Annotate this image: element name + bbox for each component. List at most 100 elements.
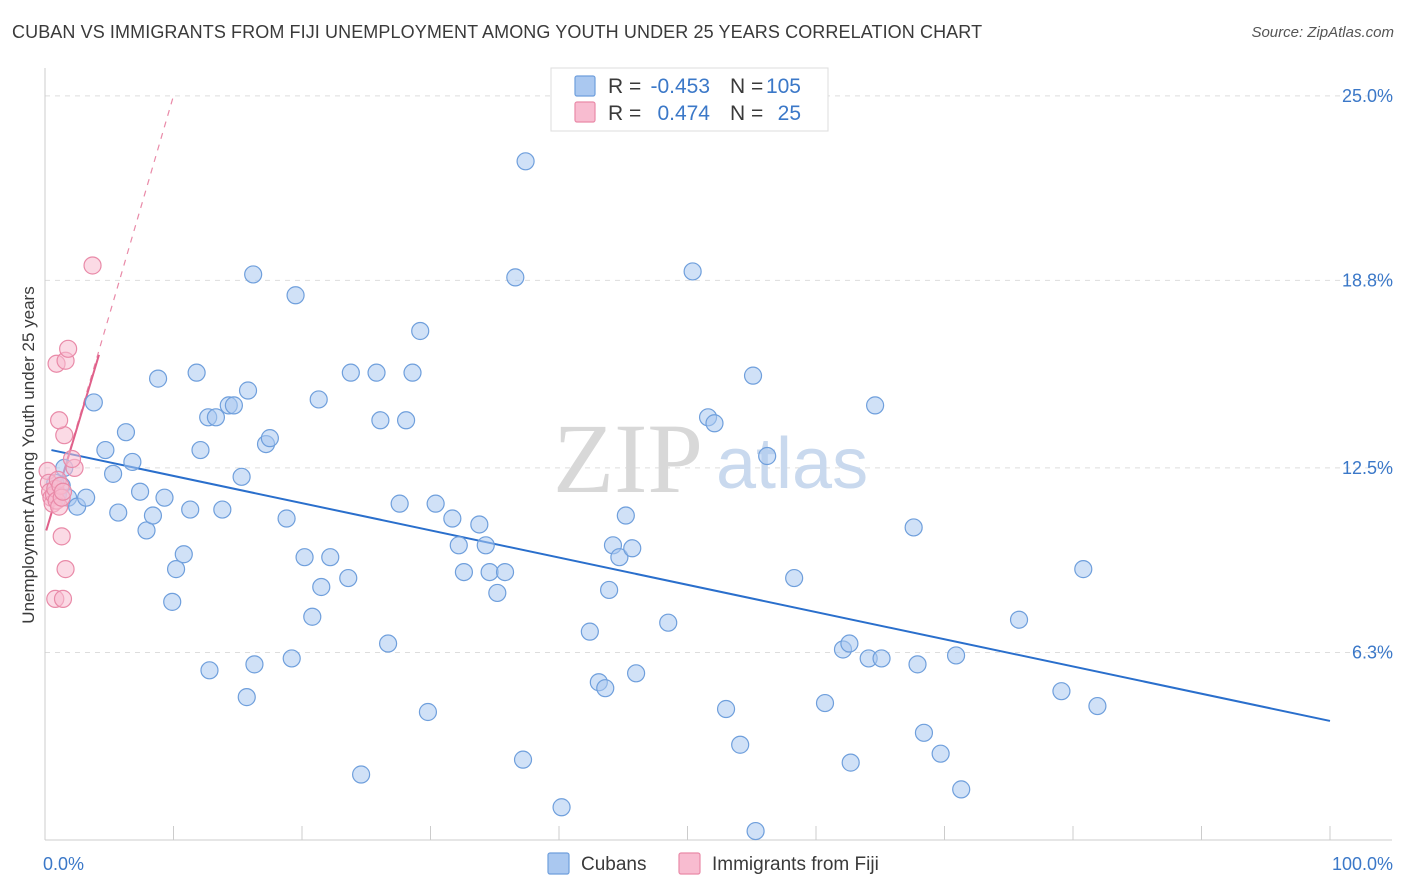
point-cubans-97 <box>946 646 966 665</box>
point-cubans-77 <box>659 613 678 632</box>
watermark-atlas: atlas <box>716 424 868 504</box>
point-cubans-33 <box>237 688 256 707</box>
point-cubans-13 <box>130 482 150 501</box>
point-cubans-44 <box>339 568 358 588</box>
legend-n-value-2: 25 <box>778 102 801 125</box>
point-cubans-31 <box>244 265 263 284</box>
point-cubans-11 <box>116 423 136 442</box>
point-cubans-7 <box>84 393 103 412</box>
legend-n-label-1: N = <box>730 75 763 98</box>
point-cubans-88 <box>840 634 859 653</box>
x-tick-label-right: 100.0% <box>1332 854 1393 874</box>
point-cubans-28 <box>224 396 243 415</box>
point-cubans-63 <box>495 562 515 582</box>
legend-swatch-cubans <box>574 75 596 97</box>
point-cubans-78 <box>683 262 702 281</box>
point-cubans-5 <box>77 488 96 507</box>
point-cubans-48 <box>371 411 390 430</box>
point-cubans-93 <box>904 518 923 537</box>
point-cubans-99 <box>1009 610 1029 629</box>
point-cubans-37 <box>282 649 301 668</box>
point-cubans-67 <box>552 798 571 817</box>
point-cubans-40 <box>303 607 322 626</box>
bottom-legend-fiji: Immigrants from Fiji <box>712 854 879 875</box>
point-cubans-95 <box>914 723 934 742</box>
point-cubans-30 <box>238 381 258 400</box>
point-cubans-42 <box>312 577 331 597</box>
point-cubans-100 <box>1052 682 1071 701</box>
point-cubans-47 <box>367 363 386 382</box>
y-tick-label-0: 6.3% <box>1352 642 1393 662</box>
grid-lines <box>45 95 1392 653</box>
point-cubans-81 <box>716 699 736 719</box>
point-cubans-103 <box>746 821 765 841</box>
point-cubans-35 <box>260 429 279 448</box>
point-cubans-85 <box>785 568 804 588</box>
watermark-zip: ZIP <box>553 403 703 514</box>
trend-line-cubans <box>51 449 1331 722</box>
point-cubans-53 <box>411 321 430 341</box>
y-tick-label-1: 12.5% <box>1342 458 1393 478</box>
point-cubans-102 <box>1088 696 1107 716</box>
point-cubans-76 <box>626 664 646 683</box>
point-cubans-50 <box>390 494 409 513</box>
point-cubans-80 <box>705 414 724 433</box>
bottom-legend-swatch-cubans <box>547 852 570 875</box>
x-tick-label-left: 0.0% <box>43 854 84 874</box>
point-cubans-20 <box>174 545 193 564</box>
point-cubans-23 <box>191 440 210 460</box>
point-cubans-18 <box>163 592 182 611</box>
series-legend: Cubans Immigrants from Fiji <box>547 852 879 875</box>
point-cubans-65 <box>513 750 533 769</box>
chart-title: CUBAN VS IMMIGRANTS FROM FIJI UNEMPLOYME… <box>12 22 983 42</box>
point-cubans-36 <box>277 509 296 528</box>
point-cubans-64 <box>506 268 525 287</box>
point-cubans-75 <box>623 539 642 558</box>
point-cubans-60 <box>476 536 495 555</box>
correlation-legend: R = -0.453 N = 105 R = 0.474 N = 25 <box>550 67 829 132</box>
point-fiji-17 <box>62 449 82 469</box>
point-cubans-54 <box>418 702 438 722</box>
point-cubans-17 <box>155 488 174 507</box>
watermark: ZIP atlas <box>553 403 868 514</box>
point-cubans-49 <box>378 634 398 653</box>
legend-box <box>550 67 829 132</box>
point-fiji-23 <box>50 411 69 430</box>
series-cubans-points <box>46 152 1107 841</box>
point-fiji-24 <box>83 256 102 275</box>
source-label: Source: ZipAtlas.com <box>1251 24 1394 41</box>
legend-swatch-fiji <box>574 101 596 123</box>
point-cubans-39 <box>295 548 314 567</box>
point-cubans-12 <box>123 452 142 472</box>
point-cubans-19 <box>166 560 186 579</box>
point-cubans-104 <box>200 661 219 680</box>
point-cubans-9 <box>104 464 123 483</box>
point-fiji-21 <box>53 589 73 608</box>
point-cubans-68 <box>580 622 599 641</box>
point-cubans-41 <box>309 390 328 409</box>
tick-labels: 6.3% 12.5% 18.8% 25.0% 0.0% 100.0% <box>43 86 1393 874</box>
series-fiji-points <box>38 256 102 608</box>
y-axis-title: Unemployment Among Youth under 25 years <box>19 286 38 623</box>
y-tick-label-2: 18.8% <box>1342 270 1393 290</box>
point-cubans-98 <box>952 780 971 799</box>
point-cubans-84 <box>758 446 777 466</box>
point-cubans-82 <box>731 735 750 754</box>
point-cubans-74 <box>616 506 635 525</box>
point-cubans-96 <box>931 744 950 763</box>
legend-r-value-1: -0.453 <box>650 75 710 98</box>
point-cubans-43 <box>321 548 340 567</box>
point-cubans-71 <box>600 580 619 600</box>
point-cubans-89 <box>841 753 860 772</box>
point-cubans-101 <box>1074 560 1093 579</box>
point-cubans-73 <box>610 548 629 567</box>
point-cubans-38 <box>286 286 305 305</box>
point-cubans-32 <box>245 655 264 674</box>
point-cubans-86 <box>815 693 835 713</box>
point-cubans-45 <box>341 363 360 382</box>
point-cubans-55 <box>426 494 445 513</box>
point-cubans-56 <box>443 509 462 528</box>
point-cubans-22 <box>187 363 206 382</box>
legend-n-label-2: N = <box>730 102 763 125</box>
